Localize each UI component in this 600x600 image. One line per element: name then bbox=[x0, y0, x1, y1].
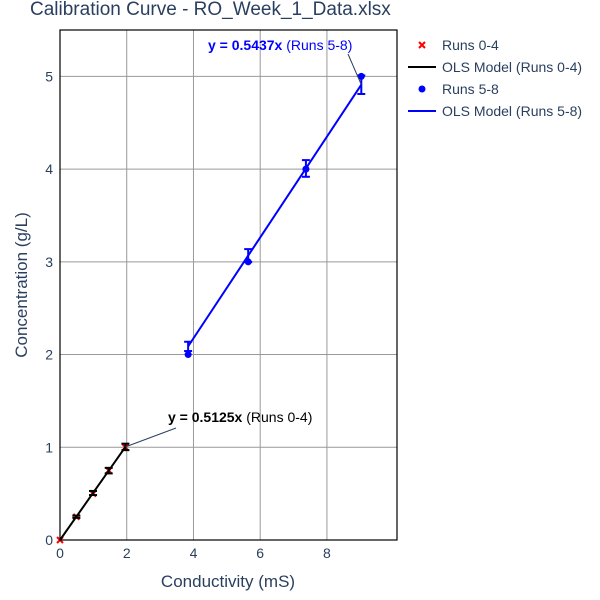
y-axis-title: Concentration (g/L) bbox=[12, 212, 31, 358]
error-bar bbox=[184, 340, 193, 353]
legend-swatch-x bbox=[418, 41, 426, 49]
x-tick-label: 6 bbox=[256, 545, 264, 561]
series-line bbox=[187, 84, 363, 347]
series-layer bbox=[56, 72, 366, 544]
legend-item: OLS Model (Runs 0-4) bbox=[408, 59, 582, 75]
y-tick-label: 5 bbox=[45, 68, 53, 84]
series-ols-model-runs-0-4- bbox=[59, 442, 130, 541]
annotation-label: y = 0.5125x (Runs 0-4) bbox=[168, 409, 312, 425]
legend-label: Runs 0-4 bbox=[442, 37, 499, 53]
series-ols-model-runs-5-8- bbox=[184, 74, 366, 353]
plot-area bbox=[56, 29, 398, 544]
x-tick-label: 0 bbox=[56, 545, 64, 561]
annotation-arrow bbox=[347, 53, 362, 85]
legend: Runs 0-4 OLS Model (Runs 0-4) Runs 5-8 OLS … bbox=[408, 37, 582, 119]
y-tick-label: 3 bbox=[45, 254, 53, 270]
y-tick-label: 2 bbox=[45, 347, 53, 363]
x-axis-ticks: 0 2 4 6 8 bbox=[56, 545, 331, 561]
legend-item: Runs 5-8 bbox=[418, 81, 499, 97]
x-tick-label: 2 bbox=[123, 545, 131, 561]
legend-item: Runs 0-4 bbox=[418, 37, 499, 53]
legend-label: OLS Model (Runs 5-8) bbox=[442, 103, 582, 119]
legend-label: OLS Model (Runs 0-4) bbox=[442, 59, 582, 75]
y-tick-label: 0 bbox=[45, 532, 53, 548]
annotation-runs: (Runs 5-8) bbox=[282, 37, 352, 53]
annotation-equation: y = 0.5437x bbox=[208, 37, 283, 53]
error-bar bbox=[244, 248, 253, 264]
y-axis-ticks: 0 1 2 3 4 5 bbox=[45, 68, 53, 548]
plot-frame bbox=[59, 29, 398, 541]
error-bar bbox=[72, 514, 81, 519]
annotation-equation: y = 0.5125x bbox=[168, 409, 243, 425]
annotation: y = 0.5437x (Runs 5-8) bbox=[208, 37, 362, 85]
chart-title: Calibration Curve - RO_Week_1_Data.xlsx bbox=[30, 0, 391, 20]
data-point bbox=[184, 351, 192, 359]
error-bar bbox=[89, 489, 98, 497]
legend-swatch-dot bbox=[418, 85, 426, 93]
annotations: y = 0.5125x (Runs 0-4) y = 0.5437x (Runs … bbox=[125, 37, 362, 448]
y-tick-label: 4 bbox=[45, 161, 53, 177]
annotation-runs: (Runs 0-4) bbox=[242, 409, 312, 425]
annotation-label: y = 0.5437x (Runs 5-8) bbox=[208, 37, 352, 53]
legend-item: OLS Model (Runs 5-8) bbox=[408, 103, 582, 119]
x-tick-label: 8 bbox=[323, 545, 331, 561]
error-bar bbox=[301, 159, 310, 178]
annotation-arrow bbox=[125, 427, 177, 448]
y-tick-label: 1 bbox=[45, 439, 53, 455]
annotation: y = 0.5125x (Runs 0-4) bbox=[125, 409, 312, 448]
error-bar bbox=[104, 466, 113, 475]
x-tick-label: 4 bbox=[190, 545, 198, 561]
x-axis-title: Conductivity (mS) bbox=[161, 572, 295, 591]
legend-label: Runs 5-8 bbox=[442, 81, 499, 97]
